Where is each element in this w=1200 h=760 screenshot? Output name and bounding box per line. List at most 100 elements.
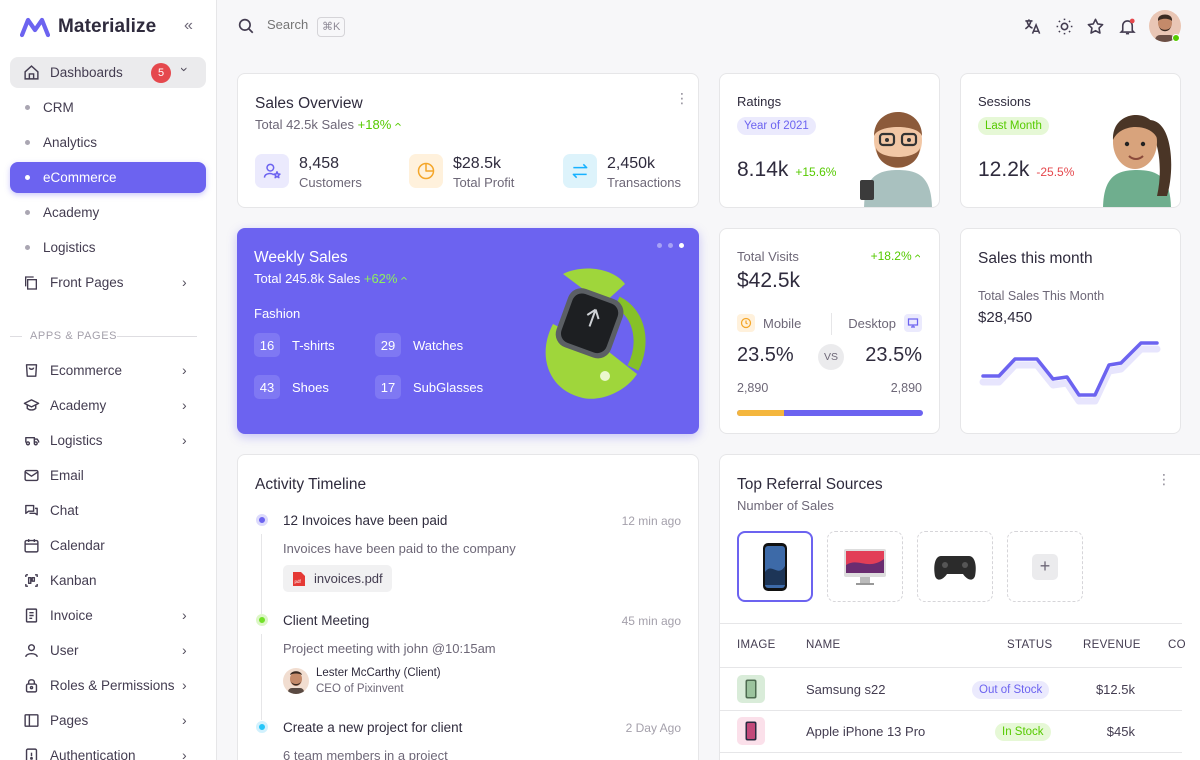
mobile-count: 2,890 [737, 381, 769, 395]
sidebar-item-logistics[interactable]: Logistics › [10, 425, 206, 456]
stat-value: 8,458 [299, 155, 340, 172]
chevron-right-icon: › [182, 712, 187, 728]
sidebar-item-pages[interactable]: Pages › [10, 705, 206, 736]
card-title: Sales Overview [255, 95, 363, 112]
product-revenue: $12.5k [1095, 682, 1135, 697]
add-product-tab[interactable]: + [1007, 531, 1083, 602]
sales-month-value: $28,450 [978, 309, 1033, 326]
sidebar-item-academy[interactable]: Academy [10, 197, 206, 228]
card-subtitle: Total 245.8k Sales +62% › [254, 271, 411, 286]
mobile-percent: 23.5% [737, 344, 794, 366]
home-icon [22, 64, 40, 82]
phone-icon [745, 679, 757, 699]
desktop-count: 2,890 [890, 381, 922, 395]
attachment-name: invoices.pdf [314, 571, 383, 586]
carousel-dot-active[interactable] [679, 243, 684, 248]
chevron-right-icon: › [182, 274, 187, 290]
card-title: Total Visits [737, 249, 799, 264]
sidebar-item-user[interactable]: User › [10, 635, 206, 666]
timeline-event-desc: Project meeting with john @10:15am [283, 641, 496, 656]
sidebar-item-label: Front Pages [50, 275, 124, 290]
card-title: Sessions [978, 94, 1031, 109]
product-tab-phone[interactable] [737, 531, 813, 602]
sidebar-item-label: Pages [50, 713, 89, 728]
growth-value: +18% [357, 117, 392, 132]
desktop-icon [904, 314, 922, 332]
mobile-icon [737, 314, 755, 332]
section-label: APPS & PAGES [30, 330, 118, 342]
divider [117, 336, 197, 337]
search-icon[interactable] [237, 17, 255, 35]
table-header: STATUS [1007, 639, 1053, 651]
pie-chart-icon [409, 154, 443, 188]
card-subtitle: Number of Sales [737, 498, 834, 513]
carousel-indicators[interactable] [657, 243, 684, 248]
carousel-dot[interactable] [668, 243, 673, 248]
table-header: NAME [806, 639, 841, 651]
chevron-right-icon: › [182, 607, 187, 623]
period-chip: Last Month [978, 117, 1049, 135]
product-tab-monitor[interactable] [827, 531, 903, 602]
topbar: ⌘K [217, 0, 1200, 56]
sidebar-item-ecommerce[interactable]: Ecommerce › [10, 355, 206, 386]
brand-logo[interactable]: Materialize [20, 14, 156, 40]
attachment-chip[interactable]: pdf invoices.pdf [283, 565, 392, 592]
sidebar-item-calendar[interactable]: Calendar [10, 530, 206, 561]
category-label: Fashion [254, 306, 301, 321]
item-count: 16 [254, 333, 280, 357]
item-count: 29 [375, 333, 401, 357]
avatar [283, 668, 309, 694]
phone-icon [745, 721, 757, 741]
chevron-right-icon: › [182, 642, 187, 658]
card-title: Weekly Sales [254, 249, 348, 266]
sidebar-item-academy[interactable]: Academy › [10, 390, 206, 421]
product-tab-gamepad[interactable] [917, 531, 993, 602]
woman-illustration-icon [1103, 114, 1172, 207]
star-icon[interactable] [1085, 16, 1105, 36]
stat-total-profit: $28.5k Total Profit [409, 154, 514, 190]
card-subtitle: Total Sales This Month [978, 289, 1105, 303]
divider [831, 313, 832, 335]
brand-name: Materialize [58, 16, 157, 37]
sidebar-item-email[interactable]: Email [10, 460, 206, 491]
bullet-icon [25, 140, 30, 145]
more-vertical-icon[interactable]: ⋮ [1157, 471, 1171, 487]
lock-icon [22, 677, 40, 695]
sidebar-item-kanban[interactable]: Kanban [10, 565, 206, 596]
sidebar-item-crm[interactable]: CRM [10, 92, 206, 123]
sessions-change: -25.5% [1036, 165, 1075, 179]
mobile-label: Mobile [763, 315, 802, 331]
collapse-sidebar-icon[interactable]: « [184, 17, 193, 34]
smartwatch-illustration-icon [545, 268, 646, 399]
sidebar-item-invoice[interactable]: Invoice › [10, 600, 206, 631]
more-vertical-icon[interactable]: ⋮ [675, 90, 689, 106]
product-name: Apple iPhone 13 Pro [806, 724, 926, 739]
table-header: CO [1168, 639, 1186, 651]
card-title: Top Referral Sources [737, 476, 883, 493]
sidebar-item-label: Calendar [50, 538, 105, 553]
card-title: Ratings [737, 94, 782, 109]
phone-icon [763, 542, 787, 591]
table-header: REVENUE [1083, 639, 1141, 651]
status-badge: In Stock [995, 723, 1051, 741]
sidebar-item-authentication[interactable]: Authentication › [10, 740, 206, 760]
translate-icon[interactable] [1022, 16, 1042, 36]
sidebar-item-chat[interactable]: Chat [10, 495, 206, 526]
search-input[interactable] [267, 17, 387, 32]
sidebar-item-analytics[interactable]: Analytics [10, 127, 206, 158]
timeline-event-desc: Invoices have been paid to the company [283, 541, 516, 556]
stat-label: Transactions [607, 175, 681, 190]
sidebar-item-logistics[interactable]: Logistics [10, 232, 206, 263]
activity-timeline-card: Activity Timeline [237, 454, 699, 760]
sidebar-item-roles-permissions[interactable]: Roles & Permissions › [10, 670, 206, 701]
sidebar-item-ecommerce[interactable]: eCommerce [10, 162, 206, 193]
sidebar-item-front-pages[interactable]: Front Pages › [10, 267, 206, 298]
sidebar: Materialize « Dashboards 5 › CRM Analyti… [0, 0, 217, 760]
sun-icon[interactable] [1054, 16, 1074, 36]
kanban-icon [22, 572, 40, 590]
carousel-dot[interactable] [657, 243, 662, 248]
sidebar-item-dashboards[interactable]: Dashboards 5 › [10, 57, 206, 88]
stat-customers: 8,458 Customers [255, 154, 362, 190]
sales-sparkline [979, 341, 1161, 405]
bell-icon[interactable] [1117, 16, 1137, 36]
